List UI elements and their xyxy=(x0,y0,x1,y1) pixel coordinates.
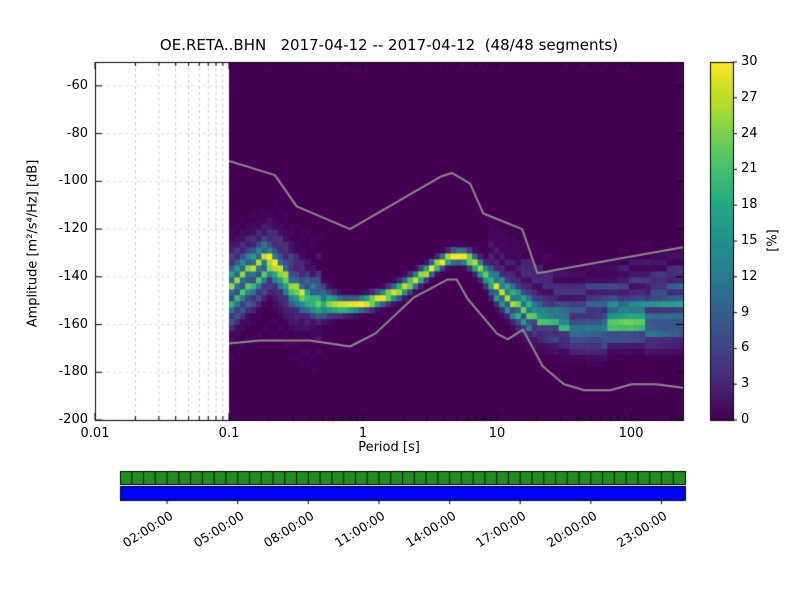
colorbar-tick-label: 27 xyxy=(741,89,758,105)
y-tick-label: -120 xyxy=(58,221,88,237)
x-tick-label: 0.1 xyxy=(218,426,240,441)
colorbar-tick-label: 3 xyxy=(741,376,750,392)
y-tick-label: -80 xyxy=(66,125,88,141)
y-tick-label: -60 xyxy=(66,77,88,93)
x-tick-label: 100 xyxy=(618,426,644,441)
y-tick-label: -140 xyxy=(58,268,88,284)
colorbar-tick-label: 21 xyxy=(741,161,758,177)
y-tick-label: -200 xyxy=(58,412,88,427)
x-tick-label: 10 xyxy=(488,426,506,441)
colorbar-tick-label: 30 xyxy=(741,54,758,69)
colorbar-tick-label: 0 xyxy=(741,412,750,427)
y-tick-label: -100 xyxy=(58,173,88,189)
y-axis-label: Amplitude [m²/s⁴/Hz] [dB] xyxy=(25,159,41,328)
x-axis-label: Period [s] xyxy=(358,440,420,455)
colorbar-tick-label: 9 xyxy=(741,304,750,320)
y-tick-label: -180 xyxy=(58,364,88,380)
colorbar-tick-label: 6 xyxy=(741,340,750,356)
colorbar-tick-label: 18 xyxy=(741,197,758,213)
y-tick-label: -160 xyxy=(58,316,88,332)
colorbar-tick-label: 12 xyxy=(741,268,758,284)
colorbar-tick-label: 15 xyxy=(741,233,758,248)
x-tick-label: 1 xyxy=(358,426,368,441)
colorbar-tick-label: 24 xyxy=(741,125,758,141)
x-tick-label: 0.01 xyxy=(80,426,110,441)
chart-title: OE.RETA..BHN 2017-04-12 -- 2017-04-12 (4… xyxy=(159,36,619,54)
